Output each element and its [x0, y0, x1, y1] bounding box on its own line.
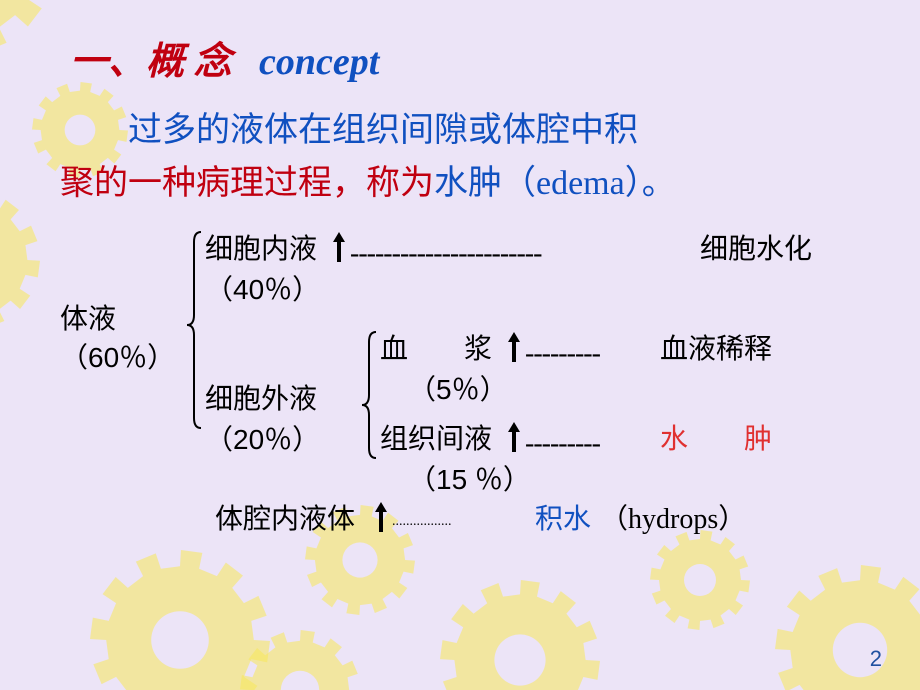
- result-hydrops_cn: 积水: [535, 500, 591, 539]
- node-extracellular: 细胞外液: [205, 380, 317, 419]
- slide-title: 一、概 念 concept: [70, 30, 870, 85]
- body-fluid-diagram: 体液（60％） 细胞内液（40％） 细胞外液（20％） 血 浆（5％） 组织间液（15 …: [60, 230, 880, 570]
- dash-connector-0: -----------------------: [350, 234, 695, 273]
- result-cell_hydration: 细胞水化: [700, 230, 812, 269]
- result-blood_dilution: 血液稀释: [660, 330, 772, 369]
- increase-arrow-3: [372, 500, 390, 545]
- node-body-fluid-pct: （60％）: [60, 338, 175, 377]
- node-body-fluid: 体液: [60, 300, 116, 339]
- result-hydrops_en: （hydrops）: [600, 500, 746, 539]
- increase-arrow-0: [330, 230, 348, 275]
- brace-0: [185, 230, 203, 430]
- node-intracellular-pct: （40％）: [205, 270, 320, 309]
- title-chinese: 一、概 念: [70, 41, 232, 83]
- node-extracellular-pct: （20％）: [205, 420, 320, 459]
- dash-connector-2: ---------: [525, 424, 655, 463]
- increase-arrow-2: [505, 420, 523, 465]
- dot-connector-0: .................: [392, 512, 532, 532]
- page-number: 2: [870, 646, 882, 672]
- node-plasma-pct: （5％）: [408, 370, 508, 409]
- node-intracellular: 细胞内液: [205, 230, 317, 269]
- dash-connector-1: ---------: [525, 334, 655, 373]
- brace-1: [360, 330, 378, 460]
- slide-content: 一、概 念 concept 过多的液体在组织间隙或体腔中积聚的一种病理过程，称为…: [0, 0, 920, 690]
- increase-arrow-1: [505, 330, 523, 375]
- node-interstitial-pct: （15 ％）: [408, 460, 531, 499]
- node-interstitial: 组织间液: [380, 420, 492, 459]
- node-cavity-fluid: 体腔内液体: [215, 500, 355, 539]
- result-edema: 水 肿: [660, 420, 772, 459]
- node-plasma: 血 浆: [380, 330, 492, 369]
- definition-paragraph: 过多的液体在组织间隙或体腔中积聚的一种病理过程，称为水肿（edema）。: [60, 105, 860, 210]
- title-english: concept: [259, 41, 379, 83]
